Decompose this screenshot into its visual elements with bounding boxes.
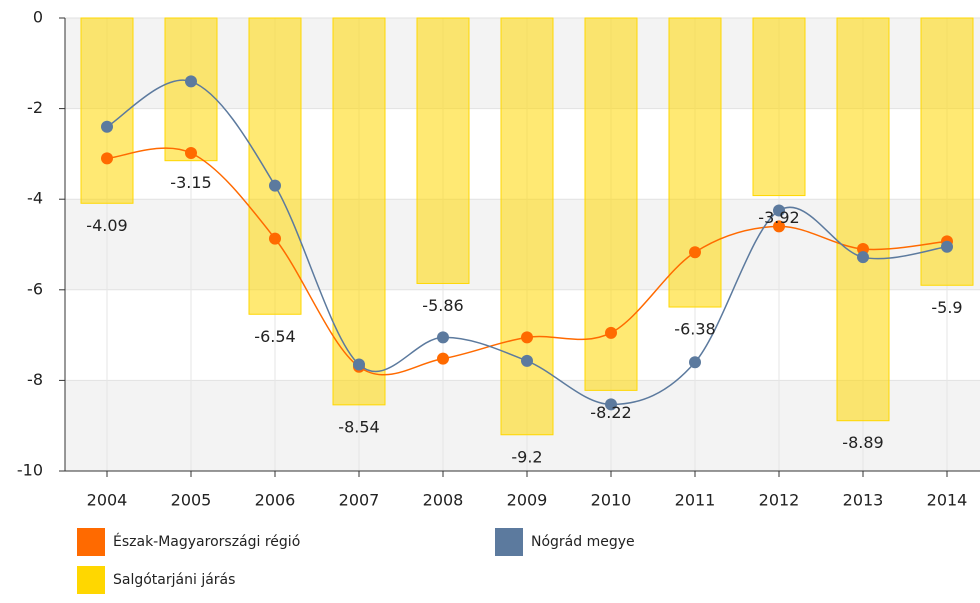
x-tick-label: 2014	[927, 491, 968, 510]
y-tick-label: -10	[17, 461, 43, 480]
point	[269, 232, 281, 245]
bar	[500, 17, 554, 436]
data-label: -6.54	[254, 327, 295, 346]
bar	[752, 17, 806, 197]
point	[521, 331, 533, 344]
x-tick-label: 2005	[171, 491, 212, 510]
x-tick-label: 2008	[423, 491, 464, 510]
legend-swatch	[77, 566, 105, 594]
data-label: -8.22	[590, 403, 631, 422]
data-label: -3.92	[758, 208, 799, 227]
point	[941, 240, 953, 253]
point	[605, 398, 617, 411]
x-tick-label: 2013	[843, 491, 884, 510]
data-label: -4.09	[86, 216, 127, 235]
y-tick-label: -4	[27, 189, 43, 208]
data-label: -5.9	[931, 298, 962, 317]
point	[689, 356, 701, 369]
y-tick-label: -8	[27, 370, 43, 389]
bar	[164, 17, 218, 162]
point	[101, 120, 113, 133]
point	[689, 246, 701, 259]
y-tick-label: -6	[27, 279, 43, 298]
x-tick-label: 2012	[759, 491, 800, 510]
point	[353, 358, 365, 371]
bar	[668, 17, 722, 308]
legend-label: Salgótarjáni járás	[113, 572, 235, 588]
legend-label: Nógrád megye	[531, 534, 635, 550]
x-tick-label: 2010	[591, 491, 632, 510]
point	[521, 354, 533, 367]
point	[437, 352, 449, 365]
x-tick-label: 2006	[255, 491, 296, 510]
data-label: -3.15	[170, 173, 211, 192]
bar	[80, 17, 134, 204]
x-tick-label: 2004	[87, 491, 128, 510]
data-label: -9.2	[511, 447, 542, 466]
data-label: -6.38	[674, 320, 715, 339]
data-label: -5.86	[422, 296, 463, 315]
point	[269, 179, 281, 192]
data-label: -8.89	[842, 433, 883, 452]
x-tick-label: 2009	[507, 491, 548, 510]
y-tick-label: 0	[33, 8, 43, 27]
legend-label: Észak-Magyarországi régió	[113, 533, 300, 550]
line	[106, 147, 948, 376]
data-label: -8.54	[338, 417, 379, 436]
legend-swatch	[495, 528, 523, 556]
point	[773, 204, 785, 217]
point	[857, 251, 869, 264]
bar	[836, 17, 890, 422]
point	[605, 326, 617, 339]
bar	[416, 17, 470, 284]
point	[437, 331, 449, 344]
point	[185, 146, 197, 159]
point	[101, 152, 113, 165]
point	[185, 75, 197, 88]
legend-swatch	[77, 528, 105, 556]
x-tick-label: 2007	[339, 491, 380, 510]
y-tick-label: -2	[27, 98, 43, 117]
x-tick-label: 2011	[675, 491, 716, 510]
bar	[248, 17, 302, 315]
point	[773, 220, 785, 233]
